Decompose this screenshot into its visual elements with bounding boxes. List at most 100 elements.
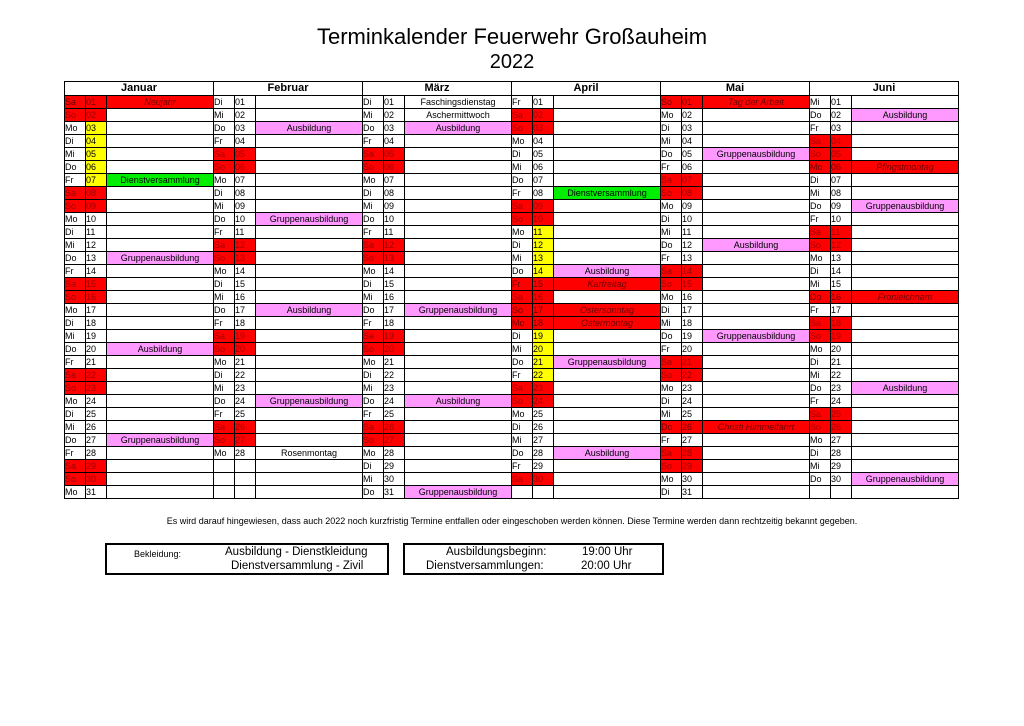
event-cell: Gruppenausbildung [404, 485, 512, 499]
weekday-cell: Do [660, 329, 682, 343]
day-cell: 18 [830, 316, 852, 330]
weekday-cell: Di [64, 225, 86, 239]
day-cell: 21 [234, 355, 256, 369]
day-cell: 29 [830, 459, 852, 473]
weekday-cell: Sa [809, 407, 831, 421]
day-cell: 02 [85, 108, 107, 122]
day-cell: 05 [681, 147, 703, 161]
weekday-cell: Di [660, 121, 682, 135]
day-cell: 23 [681, 381, 703, 395]
weekday-cell: Di [362, 277, 384, 291]
day-cell: 19 [532, 329, 554, 343]
weekday-cell: Di [660, 485, 682, 499]
empty-event-cell [553, 173, 661, 187]
empty-event-cell [106, 394, 214, 408]
weekday-cell: So [511, 121, 533, 135]
event-cell: Gruppenausbildung [702, 147, 810, 161]
weekday-cell: Fr [362, 225, 384, 239]
weekday-cell: Sa [809, 134, 831, 148]
empty-event-cell [851, 394, 959, 408]
day-cell: 10 [383, 212, 405, 226]
weekday-cell: Di [809, 355, 831, 369]
empty-event-cell [553, 121, 661, 135]
event-cell: Rosenmontag [255, 446, 363, 460]
weekday-cell: Di [64, 316, 86, 330]
day-cell: 02 [383, 108, 405, 122]
empty-event-cell [702, 381, 810, 395]
empty-event-cell [106, 290, 214, 304]
event-cell: Ausbildung [106, 342, 214, 356]
empty-event-cell [106, 264, 214, 278]
empty-event-cell [553, 381, 661, 395]
day-cell: 08 [532, 186, 554, 200]
event-cell: Gruppenausbildung [404, 303, 512, 317]
weekday-cell [511, 485, 533, 499]
event-cell: Gruppenausbildung [702, 329, 810, 343]
weekday-cell: Sa [511, 108, 533, 122]
empty-event-cell [255, 160, 363, 174]
calendar-row: Sa 22 Di 22 Di 22 Fr 22 So 22 Mi 22 [64, 368, 959, 382]
day-cell: 09 [532, 199, 554, 213]
day-cell: 29 [681, 459, 703, 473]
day-cell: 03 [681, 121, 703, 135]
day-cell: 15 [383, 277, 405, 291]
day-cell: 10 [234, 212, 256, 226]
event-cell: Gruppenausbildung [851, 199, 959, 213]
day-cell: 25 [681, 407, 703, 421]
weekday-cell: Mo [511, 407, 533, 421]
notice-text: Es wird darauf hingewiesen, dass auch 20… [166, 516, 858, 526]
day-cell: 25 [532, 407, 554, 421]
weekday-cell: Mo [213, 264, 235, 278]
empty-event-cell [702, 173, 810, 187]
day-cell: 20 [830, 342, 852, 356]
day-cell: 04 [681, 134, 703, 148]
empty-event-cell [255, 433, 363, 447]
empty-event-cell [404, 238, 512, 252]
day-cell: 19 [383, 329, 405, 343]
empty-event-cell [255, 368, 363, 382]
calendar-row: Mi 26 Sa 26 Sa 26 Di 26 Do 26 Christi Himmelfahrt S… [64, 420, 959, 434]
weekday-cell: So [511, 212, 533, 226]
weekday-cell: Sa [511, 290, 533, 304]
empty-event-cell [553, 329, 661, 343]
empty-event-cell [404, 342, 512, 356]
weekday-cell: Di [213, 95, 235, 109]
empty-event-cell [702, 199, 810, 213]
weekday-cell: Di [511, 147, 533, 161]
weekday-cell: Fr [213, 134, 235, 148]
weekday-cell: Fr [362, 134, 384, 148]
weekday-cell: Sa [213, 147, 235, 161]
empty-event-cell [851, 264, 959, 278]
empty-event-cell [553, 433, 661, 447]
event-cell: Ausbildung [255, 121, 363, 135]
calendar-row: So 09 Mi 09 Mi 09 Sa 09 Mo 09 Do 09 Gruppenausbildun… [64, 199, 959, 213]
day-cell: 04 [830, 134, 852, 148]
day-cell: 15 [681, 277, 703, 291]
weekday-cell: So [660, 459, 682, 473]
day-cell: 05 [85, 147, 107, 161]
empty-event-cell [851, 342, 959, 356]
empty-event-cell [255, 472, 363, 486]
empty-event-cell [106, 368, 214, 382]
weekday-cell: Do [809, 290, 831, 304]
day-cell: 15 [85, 277, 107, 291]
calendar-row: Fr 14 Mo 14 Mo 14 Do 14 Ausbildung Sa 14 Di 14 [64, 264, 959, 278]
empty-event-cell [106, 472, 214, 486]
day-cell: 11 [234, 225, 256, 239]
event-cell: Neujahr [106, 95, 214, 109]
day-cell: 24 [532, 394, 554, 408]
weekday-cell: Sa [213, 238, 235, 252]
empty-event-cell [851, 121, 959, 135]
calendar-row: So 30 Mi 30 Sa 30 Mo 30 Do 30 Gruppenausbildung [64, 472, 959, 486]
weekday-cell: Sa [660, 446, 682, 460]
empty-event-cell [702, 472, 810, 486]
empty-event-cell [851, 173, 959, 187]
empty-event-cell [851, 225, 959, 239]
day-cell: 09 [830, 199, 852, 213]
empty-event-cell [851, 238, 959, 252]
empty-event-cell [553, 108, 661, 122]
day-cell: 24 [85, 394, 107, 408]
weekday-cell: So [809, 238, 831, 252]
weekday-cell: Mo [660, 381, 682, 395]
weekday-cell: Mi [660, 134, 682, 148]
